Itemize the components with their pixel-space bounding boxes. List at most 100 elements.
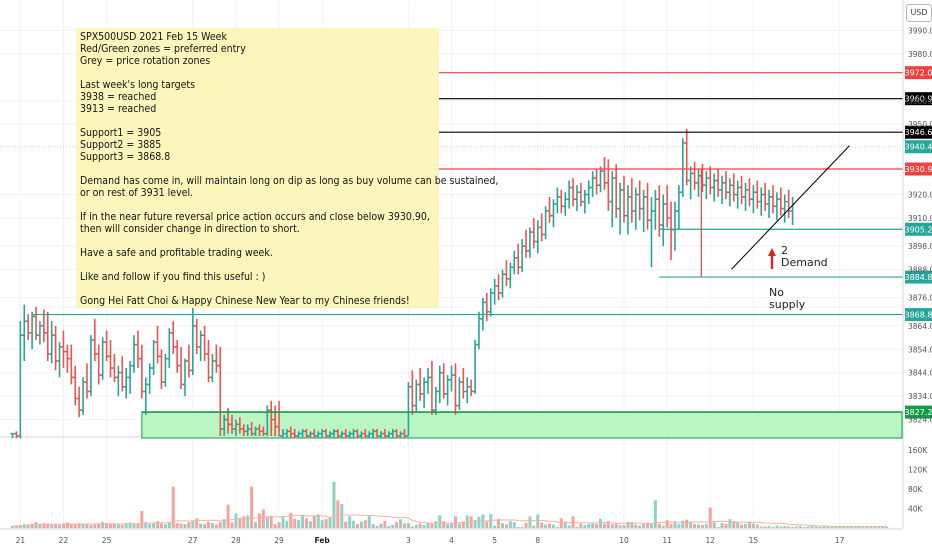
ohlc-bar — [163, 353, 168, 387]
volume-bar — [747, 521, 751, 528]
volume-bar — [751, 523, 755, 528]
volume-bar — [626, 521, 630, 528]
ohlc-bar — [453, 363, 458, 415]
ohlc-bar — [708, 166, 713, 195]
volume-bar — [54, 524, 58, 528]
volume-bar — [426, 522, 430, 528]
volume-bar — [391, 525, 395, 528]
analysis-note[interactable]: SPX500USD 2021 Feb 15 Week Red/Green zone… — [76, 28, 498, 308]
zones — [141, 411, 903, 439]
time-axis[interactable]: 21 22 25 27 28 29 Feb 3 4 5 8 10 11 12 15 17 — [0, 528, 903, 545]
ohlc-bar — [625, 185, 630, 235]
volume-bar — [595, 524, 599, 528]
ohlc-bar — [394, 428, 399, 439]
volume-bar — [567, 525, 571, 528]
level-price-label-text: 3930.9 — [905, 165, 932, 174]
ohlc-bar — [770, 185, 775, 214]
volume-bar — [842, 526, 846, 528]
volume-bar — [152, 523, 156, 528]
ohlc-bar — [622, 175, 627, 223]
volume-bar — [489, 513, 493, 528]
volume-bar — [873, 527, 877, 528]
volume-bar — [328, 517, 332, 528]
volume-bar — [528, 516, 532, 528]
current-price-label: 3940.4 — [905, 140, 932, 154]
volume-bar — [58, 525, 62, 528]
volume-bar — [348, 516, 352, 528]
volume-bar — [610, 524, 614, 528]
volume-bar — [305, 518, 308, 528]
price-tick-label: 3854.0 — [908, 345, 932, 354]
ohlc-bar — [57, 342, 62, 378]
ohlc-bar — [190, 307, 195, 376]
ohlc-bar — [410, 370, 415, 415]
volume-bar — [422, 525, 426, 528]
volume-bar — [810, 526, 814, 528]
drawings — [700, 145, 850, 278]
time-tick-label: 28 — [231, 536, 241, 545]
volume-bar — [140, 510, 144, 528]
ohlc-bar — [147, 363, 152, 394]
volume-tick-label: 80K — [908, 485, 924, 494]
time-tick-label: 11 — [662, 536, 672, 545]
price-tick-label: 3824.0 — [908, 416, 932, 425]
volume-bar — [281, 516, 285, 528]
volume-bar — [869, 526, 873, 528]
volume-bar — [179, 523, 183, 528]
ohlc-bar — [292, 428, 297, 439]
volume-bar — [230, 522, 234, 528]
ohlc-bar — [578, 182, 583, 207]
volume-bar — [355, 524, 359, 528]
note-line: Support3 = 3868.8 — [80, 151, 171, 163]
volume-bar — [93, 524, 97, 528]
ohlc-bar — [347, 431, 352, 439]
volume-bar — [787, 526, 791, 528]
ohlc-bar — [437, 365, 442, 404]
level-price-label-bg — [905, 92, 932, 106]
volume-bar — [446, 524, 450, 528]
volume-bar — [806, 526, 810, 528]
volume-bar — [849, 526, 853, 528]
ohlc-bar — [547, 196, 552, 223]
volume-bar — [677, 524, 681, 528]
ohlc-bar — [198, 330, 203, 361]
ohlc-bar — [182, 358, 187, 397]
ohlc-bar — [524, 229, 529, 258]
ohlc-bar — [186, 344, 191, 378]
ohlc-bar — [128, 360, 133, 394]
volume-bar — [602, 523, 606, 528]
volume-bar — [826, 526, 830, 528]
volume-bar — [865, 526, 869, 528]
ohlc-bar — [669, 201, 674, 261]
volume-bar — [599, 518, 602, 528]
ohlc-bar — [488, 288, 493, 317]
volume-bar — [289, 512, 293, 528]
ohlc-bar — [331, 428, 336, 439]
volume-bars — [11, 481, 889, 528]
volume-bar — [767, 526, 771, 528]
volume-bar — [818, 527, 822, 528]
volume-bar — [720, 523, 724, 528]
ohlc-bar — [135, 330, 140, 369]
volume-bar — [457, 523, 461, 528]
ohlc-bar — [665, 185, 670, 228]
currency-button[interactable]: USD — [906, 4, 932, 22]
ohlc-bar — [273, 405, 278, 436]
level-price-label: 3960.9 — [905, 92, 932, 106]
volume-bar — [308, 521, 312, 528]
note-line — [80, 199, 435, 211]
ohlc-bar — [531, 218, 536, 249]
ohlc-bar — [567, 180, 572, 209]
ohlc-bar — [210, 353, 215, 383]
volume-bar — [199, 523, 203, 528]
ohlc-bar — [747, 178, 752, 207]
level-price-label-bg — [905, 66, 932, 80]
volume-bar — [834, 526, 838, 528]
volume-bar — [661, 525, 665, 528]
note-line — [80, 115, 435, 127]
price-axis[interactable]: 3990.0 3980.0 3960.0 3950.0 3920.0 3910.0 3898… — [902, 0, 932, 528]
supply-annotation-line: No — [769, 286, 784, 299]
ohlc-bar — [727, 178, 732, 207]
volume-bar — [771, 527, 775, 528]
volume-bar — [414, 524, 418, 528]
